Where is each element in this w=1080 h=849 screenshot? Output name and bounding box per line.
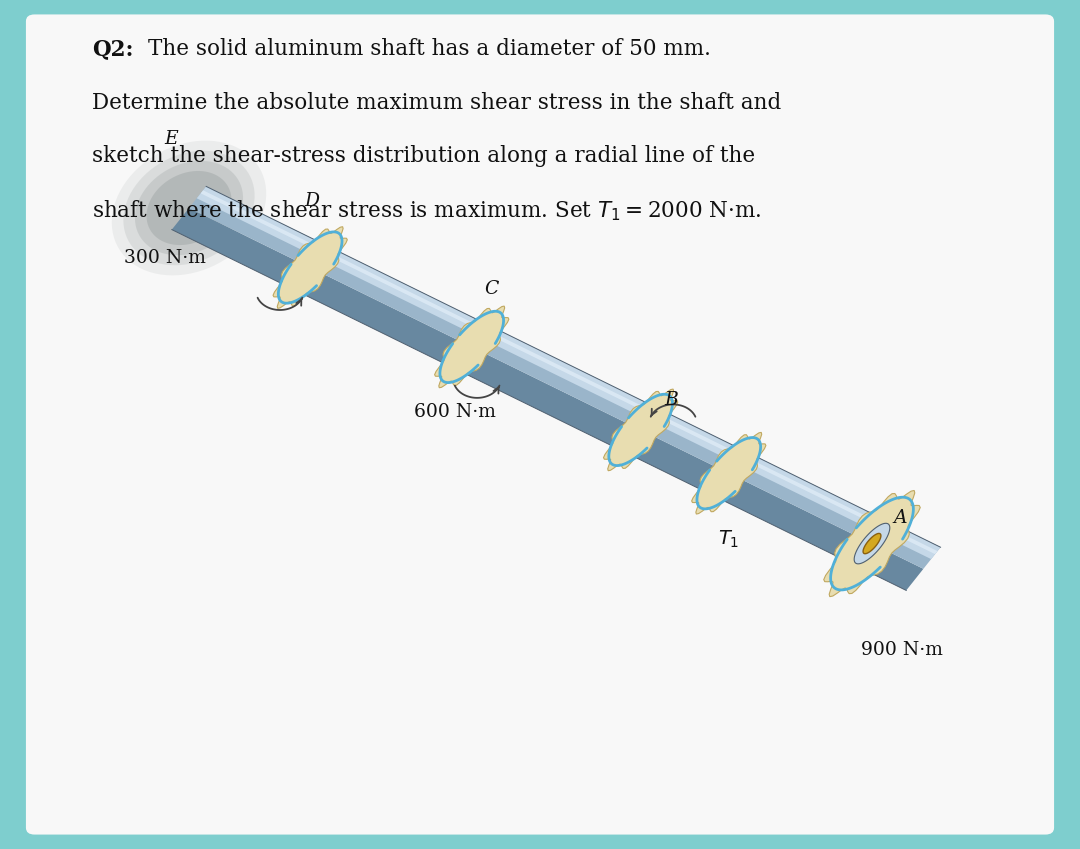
Text: sketch the shear-stress distribution along a radial line of the: sketch the shear-stress distribution alo… [92, 145, 755, 167]
Polygon shape [854, 523, 890, 564]
Text: 300 N·m: 300 N·m [124, 249, 206, 267]
Text: A: A [893, 509, 907, 526]
Polygon shape [691, 432, 766, 514]
Text: Q2:: Q2: [92, 38, 133, 60]
Polygon shape [201, 190, 937, 554]
Text: $T_1$: $T_1$ [718, 528, 740, 549]
Polygon shape [824, 491, 920, 597]
Text: shaft where the shear stress is maximum. Set $T_1$ = 2000 N·m.: shaft where the shear stress is maximum.… [92, 199, 761, 223]
Text: B: B [664, 391, 678, 408]
Polygon shape [172, 208, 923, 590]
Polygon shape [604, 389, 678, 470]
Polygon shape [863, 533, 881, 554]
Polygon shape [147, 171, 231, 245]
Polygon shape [434, 306, 509, 388]
Polygon shape [135, 160, 243, 256]
Text: 600 N·m: 600 N·m [415, 403, 496, 421]
Text: D: D [305, 192, 320, 210]
Text: E: E [164, 130, 178, 148]
Text: Determine the absolute maximum shear stress in the shaft and: Determine the absolute maximum shear str… [92, 92, 781, 114]
Polygon shape [273, 227, 348, 308]
Text: 900 N·m: 900 N·m [861, 641, 943, 659]
Text: C: C [485, 279, 499, 298]
Polygon shape [189, 187, 941, 569]
Polygon shape [197, 187, 941, 559]
Polygon shape [111, 141, 266, 275]
Polygon shape [123, 151, 255, 265]
Text: The solid aluminum shaft has a diameter of 50 mm.: The solid aluminum shaft has a diameter … [148, 38, 711, 60]
